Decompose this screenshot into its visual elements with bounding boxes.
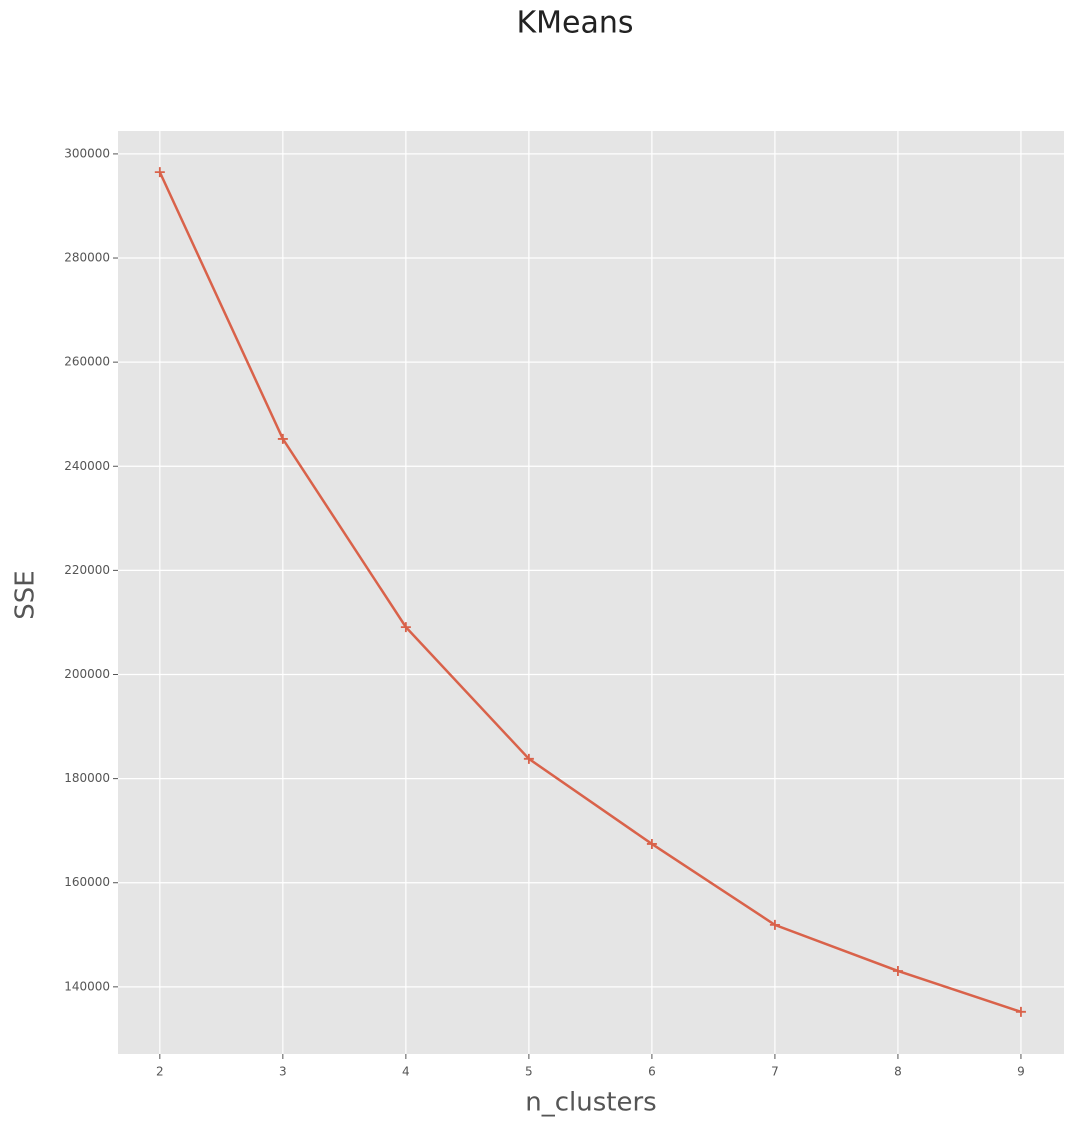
y-tick-label: 140000 bbox=[64, 979, 110, 993]
chart-title: KMeans bbox=[516, 6, 633, 41]
x-tick-label: 3 bbox=[279, 1065, 287, 1079]
x-axis-label: n_clusters bbox=[525, 1088, 656, 1118]
y-tick-label: 180000 bbox=[64, 771, 110, 785]
marker bbox=[400, 622, 411, 633]
marker bbox=[154, 167, 165, 178]
y-tick-label: 160000 bbox=[64, 875, 110, 889]
y-tick-label: 240000 bbox=[64, 459, 110, 473]
marker bbox=[523, 753, 534, 764]
y-tick-label: 300000 bbox=[64, 146, 110, 160]
x-tick-label: 4 bbox=[402, 1065, 410, 1079]
marker bbox=[646, 838, 657, 849]
marker bbox=[277, 433, 288, 444]
x-tick-label: 6 bbox=[648, 1065, 656, 1079]
y-tick-label: 220000 bbox=[64, 563, 110, 577]
x-tick-label: 9 bbox=[1017, 1065, 1025, 1079]
plot-area bbox=[118, 131, 1064, 1054]
y-tick-label: 280000 bbox=[64, 251, 110, 265]
x-tick-label: 2 bbox=[156, 1065, 164, 1079]
x-tick-label: 7 bbox=[771, 1065, 779, 1079]
x-tick-label: 5 bbox=[525, 1065, 533, 1079]
y-axis-label: SSE bbox=[11, 570, 41, 619]
marker bbox=[1015, 1006, 1026, 1017]
y-tick-label: 200000 bbox=[64, 667, 110, 681]
y-tick-label: 260000 bbox=[64, 355, 110, 369]
line bbox=[158, 171, 1022, 1014]
marker bbox=[892, 965, 903, 976]
x-tick-label: 8 bbox=[894, 1065, 902, 1079]
marker bbox=[769, 919, 780, 930]
